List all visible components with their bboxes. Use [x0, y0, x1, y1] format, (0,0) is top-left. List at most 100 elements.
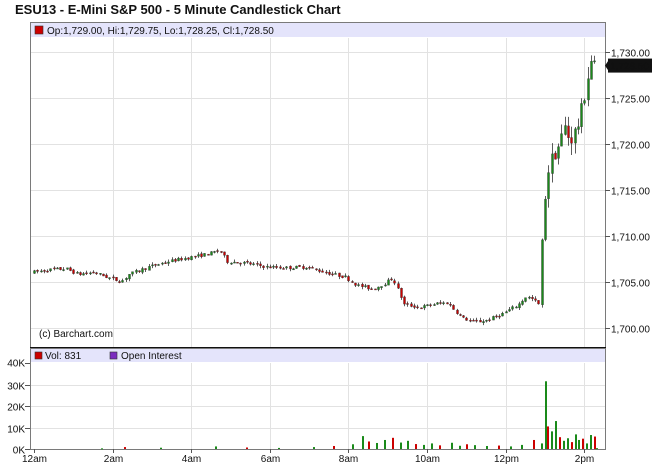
candle-body [125, 278, 128, 280]
volume-bar [160, 447, 162, 449]
candle-body [475, 319, 478, 322]
candle-body [135, 270, 138, 273]
candle-body [128, 274, 131, 280]
candle-body [79, 272, 82, 275]
candle-body [46, 270, 49, 273]
volume-bar [400, 442, 402, 449]
x-tick-label: 6am [261, 454, 280, 465]
candle-body [472, 320, 475, 322]
candle-body [262, 265, 265, 268]
candle-body [269, 266, 272, 269]
candle-body [85, 272, 88, 275]
candle-body [226, 255, 229, 263]
candle-body [331, 273, 334, 276]
volume-bar [415, 444, 417, 449]
candle-body [256, 263, 259, 265]
volume-bar [431, 443, 433, 449]
volume-bar [368, 441, 370, 449]
candle-body [534, 298, 537, 301]
candle-body [423, 305, 426, 309]
candle-body [184, 258, 187, 261]
candle-body [436, 302, 439, 305]
candle-body [223, 251, 226, 256]
candle-body [387, 279, 390, 286]
candle-body [328, 271, 331, 275]
volume-bar [575, 434, 577, 449]
candle-body [554, 152, 557, 160]
volume-plot-area [30, 348, 606, 450]
candle-body [197, 254, 200, 257]
candle-body [351, 281, 354, 283]
candle-body [118, 281, 121, 283]
candle-body [551, 153, 554, 174]
volume-bar [439, 445, 441, 449]
volume-bar [486, 445, 488, 449]
candle-body [311, 267, 314, 269]
candle-body [413, 305, 416, 308]
candle-body [449, 304, 452, 306]
volume-bar [521, 444, 523, 449]
candle-body [138, 270, 141, 272]
candle-body [384, 284, 387, 287]
candle-body [207, 253, 210, 256]
volume-bar [567, 438, 569, 449]
candle-body [560, 133, 563, 147]
volume-tick-label: 20K [7, 403, 25, 414]
candle-body [397, 283, 400, 289]
candle-body [416, 306, 419, 309]
candle-body [177, 257, 180, 262]
candle-body [403, 296, 406, 305]
volume-bar [362, 436, 364, 449]
x-tick-label: 8am [339, 454, 358, 465]
volume-bar [586, 443, 588, 449]
candle-body [364, 285, 367, 287]
price-tick-label: 1,705.00 [611, 279, 650, 290]
volume-bar [596, 448, 598, 450]
candle-body [236, 262, 239, 264]
candle-body [344, 275, 347, 278]
ohlc-legend-text: Op:1,729.00, Hi:1,729.75, Lo:1,728.25, C… [47, 26, 274, 37]
candle-body [347, 276, 350, 282]
candle-body [194, 255, 197, 258]
candle-body [574, 128, 577, 144]
volume-bar [559, 437, 561, 449]
volume-bar [451, 442, 453, 449]
x-tick-label: 2pm [575, 454, 594, 465]
candle-body [374, 288, 377, 291]
copyright-text: (c) Barchart.com [39, 329, 113, 340]
candle-body [393, 280, 396, 284]
candle-body [36, 270, 39, 272]
candle-body [141, 268, 144, 273]
candle-body [272, 266, 275, 268]
candle-body [82, 273, 85, 276]
candle-body [233, 261, 236, 264]
candle-body [43, 270, 46, 272]
price-y-axis: 1,700.00 1,705.00 1,710.00 1,715.00 1,720.00… [605, 49, 650, 336]
candle-body [298, 265, 301, 267]
volume-bar [582, 438, 584, 449]
candle-body [275, 266, 278, 268]
candle-body [459, 314, 462, 316]
candle-body [541, 239, 544, 305]
volume-bar [313, 447, 315, 449]
candle-body [59, 267, 62, 270]
candle-body [99, 273, 102, 275]
candle-body [62, 269, 65, 271]
candle-body [249, 262, 252, 265]
candle-body [338, 272, 341, 277]
volume-bar [498, 445, 500, 449]
candle-body [131, 271, 134, 275]
candle-body [377, 286, 380, 290]
candle-body [315, 268, 318, 271]
volume-legend-text: Vol: 831 [45, 351, 82, 362]
candle-body [203, 253, 206, 257]
candle-body [446, 302, 449, 305]
last-price-label: 1,728.50 [610, 62, 649, 73]
candle-body [354, 282, 357, 286]
candle-body [580, 103, 583, 127]
candle-body [456, 309, 459, 314]
volume-legend-bar [31, 349, 605, 362]
last-price-marker: 1,728.50 [605, 58, 652, 73]
volume-bar [533, 439, 535, 449]
last-price-box [608, 58, 652, 73]
